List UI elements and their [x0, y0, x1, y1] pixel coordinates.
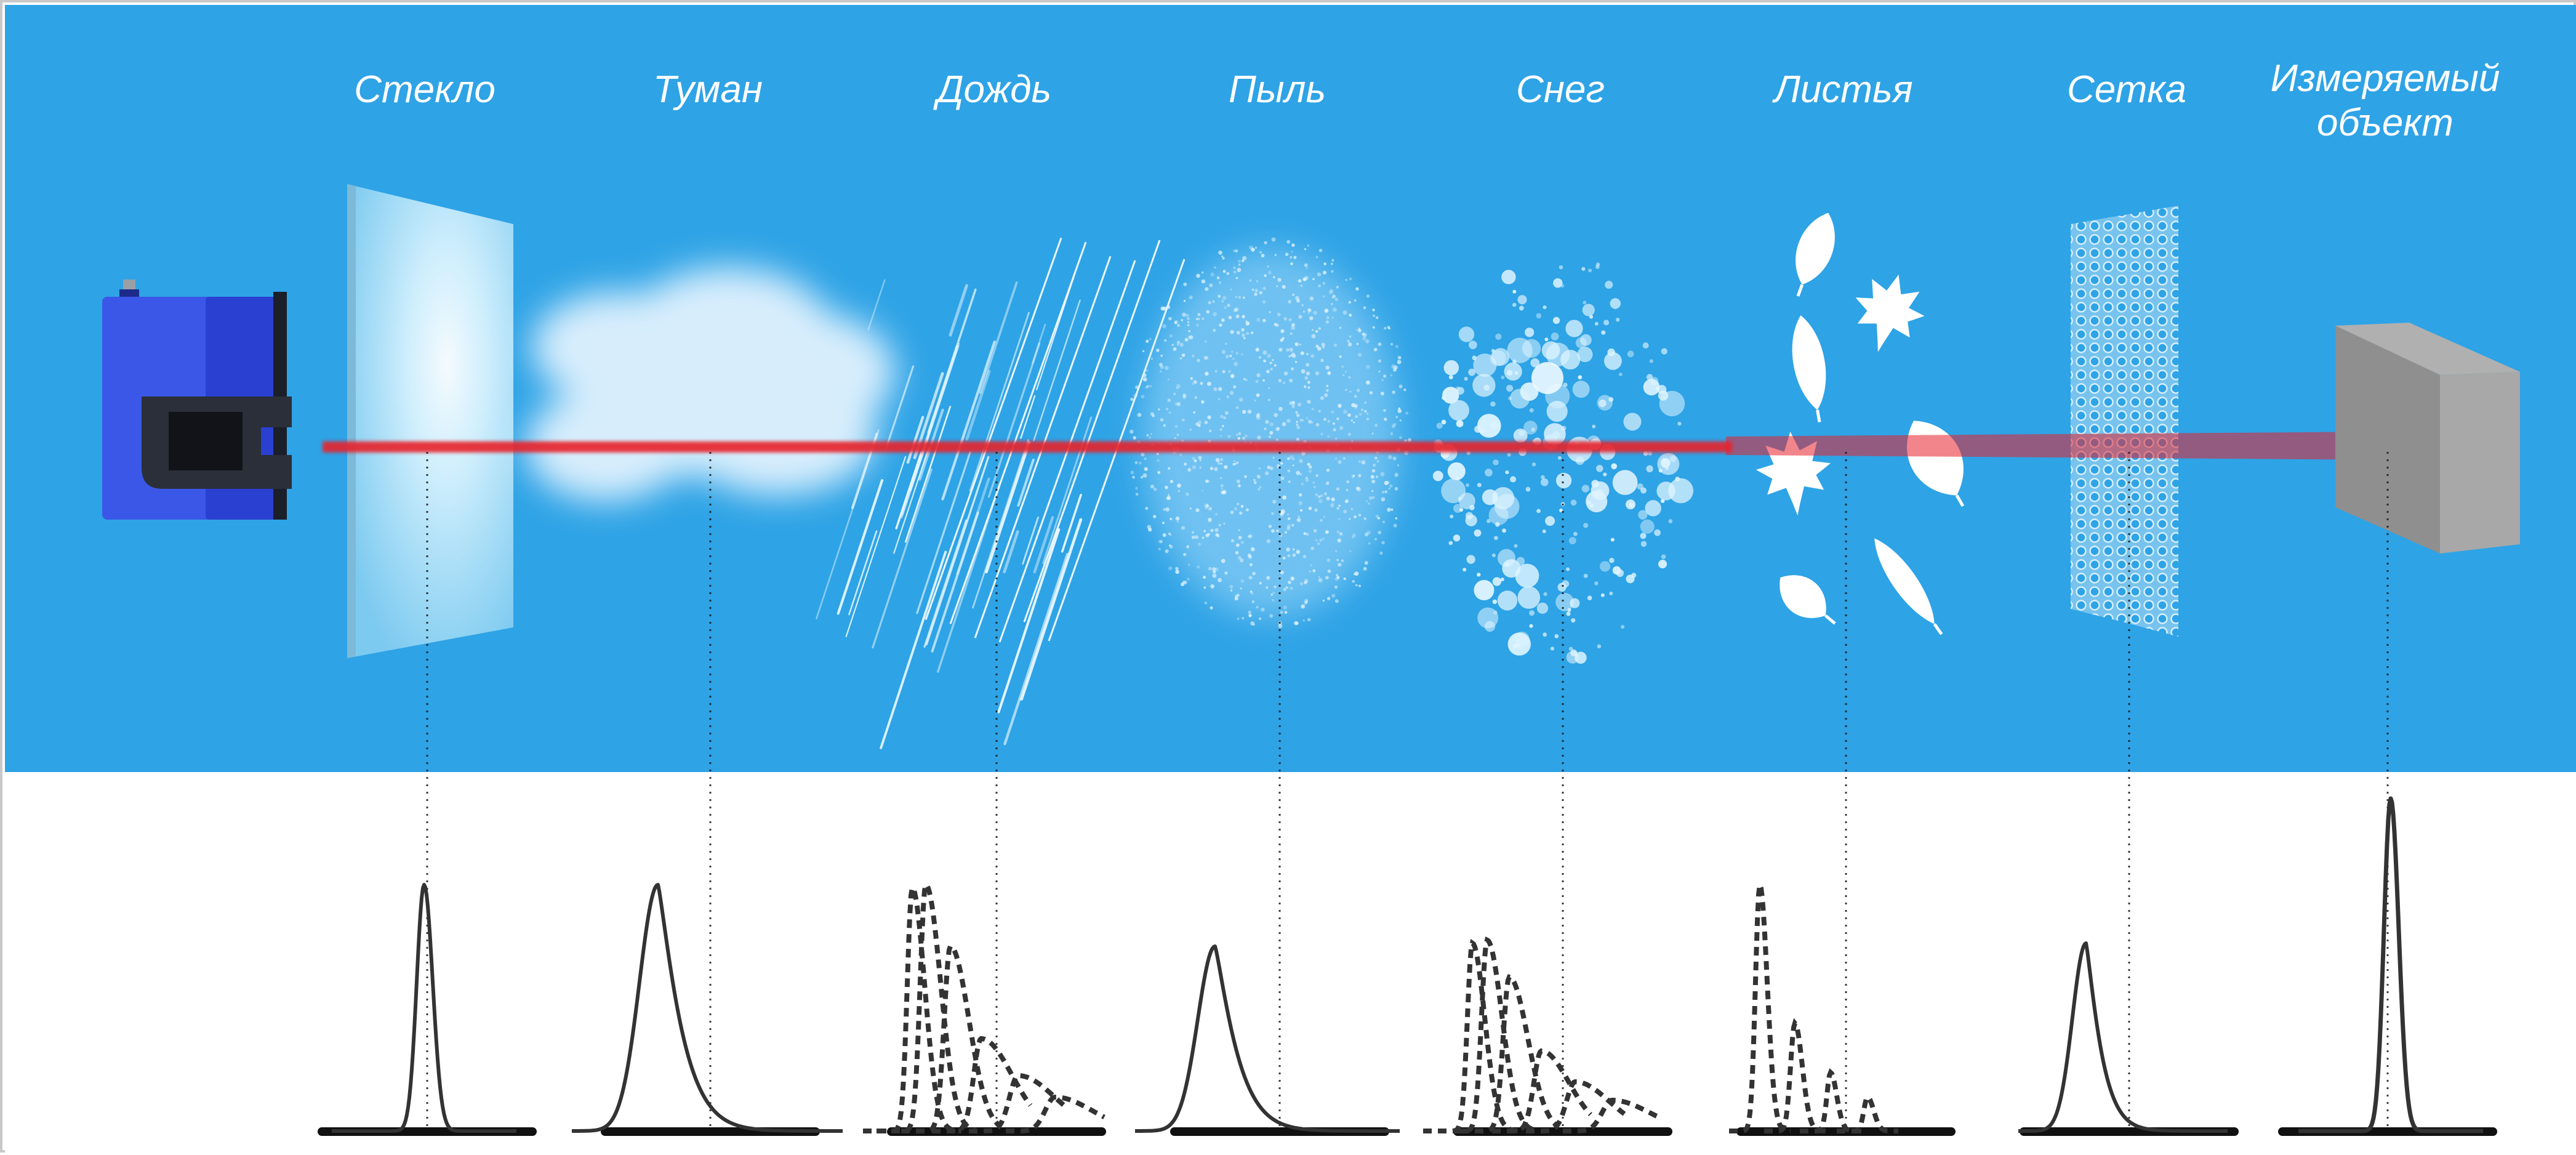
dust-cloud	[1130, 237, 1412, 629]
rain-response-1	[877, 880, 976, 1133]
mesh-response	[2018, 941, 2228, 1133]
object-response	[2297, 796, 2484, 1133]
response-panel	[5, 772, 2576, 1153]
label-dust: Пыль	[1228, 68, 1326, 111]
laser-beam	[323, 441, 1732, 453]
glass-response	[331, 883, 517, 1133]
gray-cube-icon	[2335, 323, 2520, 553]
label-object: Измеряемый объект	[2270, 57, 2500, 144]
glass-pane	[347, 184, 513, 658]
label-rain: Дождь	[936, 68, 1052, 111]
label-glass: Стекло	[354, 68, 496, 111]
glass-pane-edge	[347, 184, 356, 658]
label-fog: Туман	[653, 68, 763, 111]
snowflakes	[1432, 262, 1694, 664]
leaves	[1755, 212, 1965, 635]
label-snow: Снег	[1516, 68, 1605, 111]
rain-response-3	[932, 1036, 1033, 1133]
snow-response-2	[1460, 974, 1560, 1133]
laser-beam-faded	[1726, 432, 2388, 460]
baseline	[887, 1127, 1106, 1136]
laser-scanner-icon	[102, 280, 292, 520]
baseline	[1736, 1127, 1956, 1136]
rain-response-2	[901, 943, 1001, 1133]
leaves-response-1	[1764, 1018, 1826, 1133]
leaves-response-0	[1729, 883, 1791, 1133]
snow-response-5	[1563, 1098, 1663, 1133]
fog-response	[571, 883, 843, 1133]
mesh-grid	[2071, 206, 2178, 637]
label-mesh: Сетка	[2067, 68, 2186, 111]
label-leaves: Листья	[1774, 68, 1913, 111]
leaves-response-2	[1800, 1068, 1861, 1133]
dust-response	[1134, 944, 1400, 1133]
rain-response-4	[969, 1073, 1069, 1133]
snow-response-1	[1438, 936, 1537, 1133]
rain-response-5	[1006, 1095, 1105, 1133]
snow-response-3	[1492, 1048, 1592, 1133]
